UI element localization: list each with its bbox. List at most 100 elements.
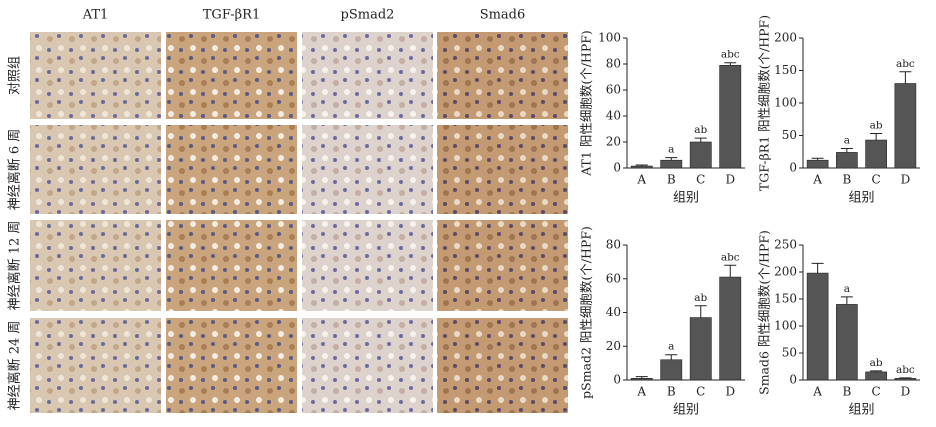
y-tick-label: 40 — [606, 305, 621, 319]
y-tick-label: 0 — [613, 373, 621, 387]
micrograph — [302, 125, 433, 214]
x-tick-label: D — [901, 385, 911, 399]
micrograph — [302, 32, 433, 119]
micrograph — [30, 32, 161, 119]
x-tick-label: C — [872, 385, 881, 399]
y-tick-label: 80 — [606, 57, 621, 71]
y-tick-label: 50 — [782, 346, 797, 360]
x-tick-label: A — [636, 173, 646, 187]
micrograph — [437, 220, 568, 311]
y-axis-label: Smad6 阳性细胞数(个/HPF) — [757, 230, 772, 395]
bar — [806, 272, 829, 381]
error-bar — [870, 133, 883, 141]
annotation: ab — [694, 292, 707, 304]
y-tick-label: 200 — [774, 31, 797, 45]
error-bar — [635, 164, 648, 167]
bar — [630, 378, 653, 381]
x-tick-label: C — [696, 385, 705, 399]
micrograph — [166, 125, 297, 214]
column-header: Smad6 — [480, 8, 526, 23]
y-tick-label: 100 — [774, 319, 797, 333]
x-tick-label: B — [667, 173, 676, 187]
x-tick-label: A — [636, 385, 646, 399]
column-header: pSmad2 — [341, 8, 395, 23]
error-bar — [840, 296, 853, 305]
y-tick-label: 0 — [613, 161, 621, 175]
bar — [689, 317, 712, 381]
micrograph — [166, 220, 297, 311]
error-bar — [899, 377, 912, 379]
y-tick-label: 40 — [606, 109, 621, 123]
annotation: abc — [896, 364, 915, 376]
y-tick-label: 80 — [606, 238, 621, 252]
error-bar — [665, 157, 678, 161]
x-tick-label: A — [812, 385, 822, 399]
bar — [894, 378, 917, 381]
annotation: a — [668, 144, 674, 156]
micrograph — [30, 125, 161, 214]
micrograph — [302, 220, 433, 311]
row-label: 对照组 — [8, 56, 23, 95]
micrograph — [166, 32, 297, 119]
error-bar — [724, 264, 737, 278]
x-axis-label: 组别 — [848, 403, 874, 418]
x-tick-label: C — [872, 173, 881, 187]
bar — [836, 304, 858, 381]
row-label: 神经离断 12 周 — [7, 221, 23, 311]
error-bar — [811, 157, 824, 161]
annotation: abc — [721, 49, 740, 61]
y-tick-label: 60 — [606, 271, 621, 285]
y-tick-label: 150 — [774, 292, 797, 306]
x-axis-label: 组别 — [848, 191, 874, 206]
error-bar — [870, 370, 883, 372]
x-tick-label: B — [842, 385, 851, 399]
y-tick-label: 100 — [598, 31, 621, 45]
y-tick-label: 0 — [789, 161, 797, 175]
x-tick-label: D — [725, 173, 735, 187]
x-tick-label: D — [725, 385, 735, 399]
error-bar — [724, 62, 737, 66]
bar — [630, 165, 653, 169]
annotation: abc — [896, 58, 915, 70]
micrograph — [166, 318, 297, 413]
row-label: 神经离断 24 周 — [7, 321, 23, 411]
y-tick-label: 100 — [774, 96, 797, 110]
column-header: AT1 — [82, 8, 109, 23]
y-tick-label: 200 — [774, 265, 797, 279]
micrograph — [437, 318, 568, 413]
bar — [660, 159, 683, 169]
bar — [865, 371, 887, 381]
y-tick-label: 250 — [774, 238, 797, 252]
micrograph — [437, 32, 568, 119]
bar — [660, 359, 683, 381]
annotation: a — [844, 283, 850, 295]
error-bar — [694, 305, 707, 318]
error-bar — [899, 71, 912, 84]
x-axis-label: 组别 — [673, 403, 699, 418]
micrograph — [30, 220, 161, 311]
bar — [719, 65, 742, 169]
micrograph — [437, 125, 568, 214]
bar — [719, 276, 742, 381]
y-tick-label: 20 — [606, 135, 621, 149]
x-axis-label: 组别 — [673, 191, 699, 206]
y-axis-label: pSmad2 阳性细胞数(个/HPF) — [579, 226, 594, 399]
annotation: abc — [721, 251, 740, 263]
x-tick-label: B — [667, 385, 676, 399]
row-label: 神经离断 6 周 — [7, 129, 23, 211]
error-bar — [635, 376, 648, 379]
annotation: ab — [870, 357, 883, 369]
column-header: TGF-βR1 — [203, 8, 260, 23]
annotation: ab — [694, 124, 707, 136]
x-tick-label: B — [842, 173, 851, 187]
x-tick-label: D — [901, 173, 911, 187]
y-axis-label: TGF-βR1 阳性细胞数(个/HPF) — [757, 15, 772, 191]
error-bar — [811, 262, 824, 274]
y-tick-label: 50 — [782, 128, 797, 142]
annotation: a — [844, 135, 850, 147]
bar — [689, 141, 712, 169]
micrograph — [30, 318, 161, 413]
micrograph — [302, 318, 433, 413]
y-axis-label: AT1 阳性细胞数(个/HPF) — [579, 30, 594, 177]
